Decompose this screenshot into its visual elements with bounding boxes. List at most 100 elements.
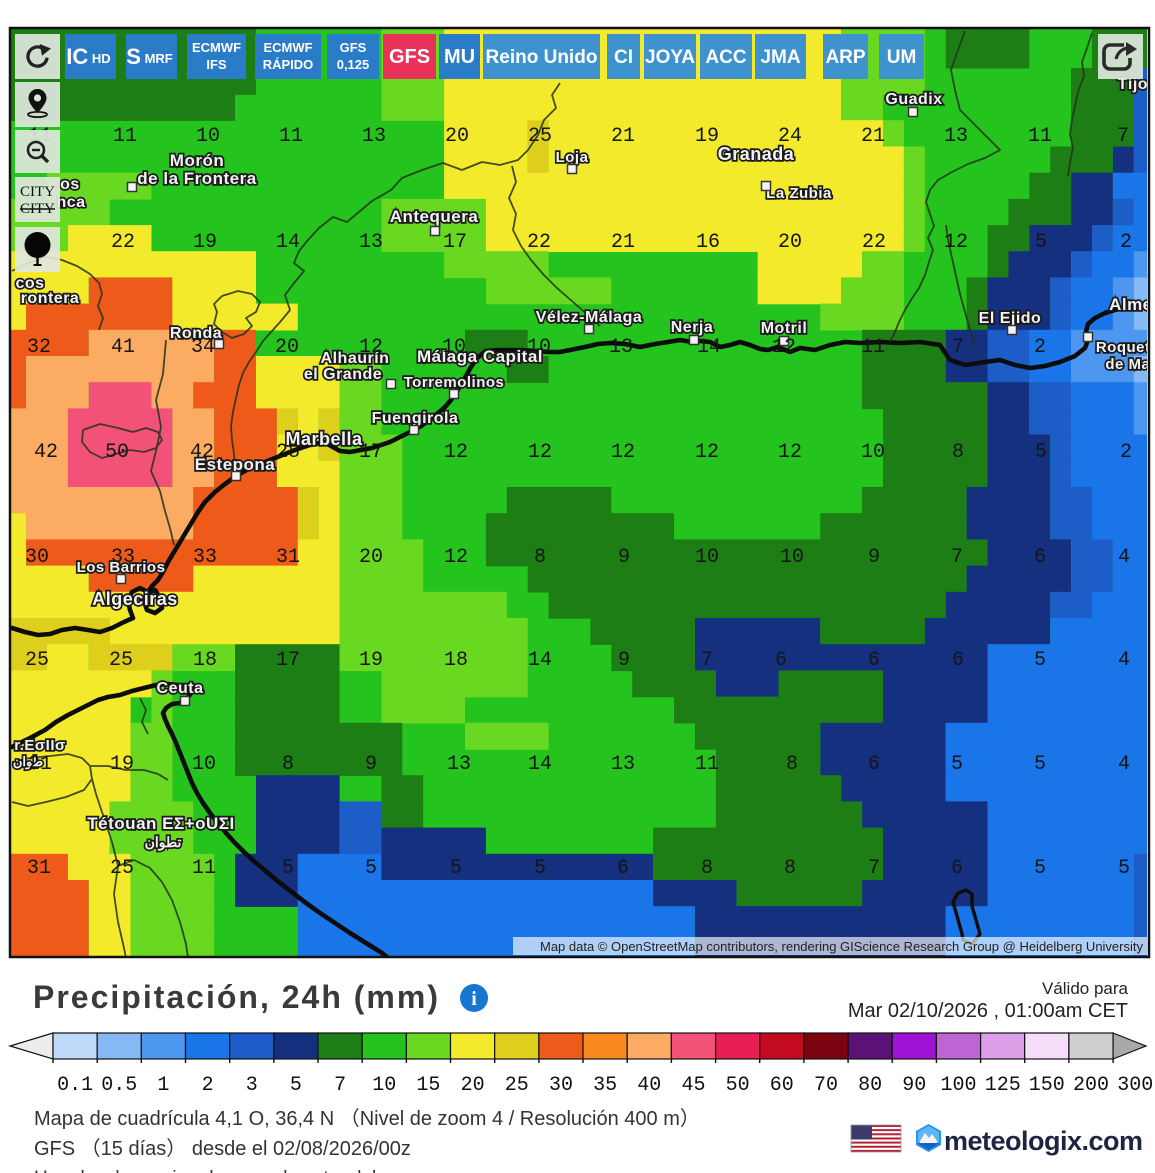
svg-text:JOYA: JOYA xyxy=(645,47,695,68)
svg-text:19: 19 xyxy=(193,231,217,254)
svg-text:33: 33 xyxy=(193,546,217,569)
svg-text:12: 12 xyxy=(944,231,968,254)
svg-text:5: 5 xyxy=(450,857,462,880)
svg-text:5: 5 xyxy=(290,1074,302,1097)
svg-text:ACC: ACC xyxy=(705,47,746,68)
svg-text:Granada: Granada xyxy=(718,144,795,164)
svg-text:33: 33 xyxy=(111,546,135,569)
svg-text:5: 5 xyxy=(1035,231,1047,254)
svg-text:7: 7 xyxy=(1117,125,1129,148)
svg-text:35: 35 xyxy=(593,1074,617,1097)
svg-text:25: 25 xyxy=(110,857,134,880)
svg-text:Guadix: Guadix xyxy=(885,91,942,108)
svg-text:6: 6 xyxy=(617,857,629,880)
svg-text:de Mar: de Mar xyxy=(1105,356,1155,373)
svg-text:3: 3 xyxy=(246,1074,258,1097)
svg-text:300: 300 xyxy=(1117,1074,1153,1097)
svg-text:4: 4 xyxy=(1118,649,1130,672)
svg-text:6: 6 xyxy=(951,857,963,880)
svg-text:28: 28 xyxy=(276,441,300,464)
svg-text:31: 31 xyxy=(27,857,51,880)
svg-text:14: 14 xyxy=(276,231,300,254)
svg-text:16: 16 xyxy=(696,231,720,254)
svg-text:CITY: CITY xyxy=(20,184,55,200)
svg-text:21: 21 xyxy=(611,231,635,254)
svg-text:6: 6 xyxy=(868,649,880,672)
svg-text:RÁPIDO: RÁPIDO xyxy=(263,57,314,72)
svg-text:CITY: CITY xyxy=(20,201,55,217)
svg-text:IC HD: IC HD xyxy=(66,44,110,69)
svg-text:22: 22 xyxy=(111,231,135,254)
svg-text:11: 11 xyxy=(279,125,303,148)
svg-text:Málaga Capital: Málaga Capital xyxy=(417,347,543,366)
svg-text:20: 20 xyxy=(445,125,469,148)
svg-text:60: 60 xyxy=(770,1074,794,1097)
svg-text:Vélez-Málaga: Vélez-Málaga xyxy=(536,309,642,326)
svg-text:13: 13 xyxy=(447,753,471,776)
svg-text:20: 20 xyxy=(461,1074,485,1097)
svg-text:13: 13 xyxy=(611,753,635,776)
svg-text:12: 12 xyxy=(528,441,552,464)
svg-text:18: 18 xyxy=(193,649,217,672)
svg-text:5: 5 xyxy=(951,753,963,776)
svg-text:100: 100 xyxy=(940,1074,976,1097)
svg-text:11: 11 xyxy=(113,125,137,148)
svg-text:8: 8 xyxy=(786,753,798,776)
svg-text:10: 10 xyxy=(192,753,216,776)
svg-text:7: 7 xyxy=(952,336,964,359)
svg-text:13: 13 xyxy=(944,125,968,148)
svg-text:0.1: 0.1 xyxy=(57,1074,93,1097)
svg-text:22: 22 xyxy=(862,231,886,254)
svg-text:11: 11 xyxy=(695,753,719,776)
svg-text:MU: MU xyxy=(444,46,475,68)
svg-text:10: 10 xyxy=(695,546,719,569)
svg-text:42: 42 xyxy=(34,441,58,464)
svg-text:5: 5 xyxy=(1035,441,1047,464)
svg-text:24: 24 xyxy=(778,125,802,148)
svg-text:10: 10 xyxy=(372,1074,396,1097)
svg-text:19: 19 xyxy=(695,125,719,148)
svg-text:GFS: GFS xyxy=(389,46,430,68)
svg-text:6: 6 xyxy=(775,649,787,672)
svg-text:12: 12 xyxy=(444,441,468,464)
svg-text:7: 7 xyxy=(334,1074,346,1097)
svg-text:17: 17 xyxy=(276,649,300,672)
svg-text:5: 5 xyxy=(365,857,377,880)
svg-text:7: 7 xyxy=(868,857,880,880)
svg-text:7: 7 xyxy=(951,546,963,569)
svg-text:تطوان: تطوان xyxy=(145,834,182,851)
svg-text:ECMWF: ECMWF xyxy=(263,40,312,55)
svg-text:JMA: JMA xyxy=(760,47,800,68)
svg-text:150: 150 xyxy=(1029,1074,1065,1097)
svg-text:Nerja: Nerja xyxy=(671,319,714,336)
svg-text:GFS: GFS xyxy=(340,40,367,55)
svg-text:Mapa de cuadrícula 4,1 O, 36,4: Mapa de cuadrícula 4,1 O, 36,4 N （Nivel … xyxy=(34,1107,700,1130)
svg-text:4: 4 xyxy=(1118,546,1130,569)
svg-text:Estepona: Estepona xyxy=(195,455,276,474)
svg-text:5: 5 xyxy=(1034,649,1046,672)
svg-text:200: 200 xyxy=(1073,1074,1109,1097)
svg-text:Roquetas: Roquetas xyxy=(1096,339,1155,356)
svg-text:21: 21 xyxy=(28,753,52,776)
svg-text:9: 9 xyxy=(618,546,630,569)
svg-text:42: 42 xyxy=(190,441,214,464)
svg-text:25: 25 xyxy=(109,649,133,672)
svg-text:12: 12 xyxy=(611,441,635,464)
svg-text:ECMWF: ECMWF xyxy=(192,40,241,55)
svg-text:14: 14 xyxy=(697,336,721,359)
svg-text:40: 40 xyxy=(637,1074,661,1097)
svg-text:45: 45 xyxy=(681,1074,705,1097)
svg-text:12: 12 xyxy=(359,336,383,359)
svg-text:8: 8 xyxy=(784,857,796,880)
svg-text:Almería: Almería xyxy=(1109,295,1155,314)
svg-text:22: 22 xyxy=(527,231,551,254)
svg-text:9: 9 xyxy=(868,546,880,569)
svg-text:14: 14 xyxy=(528,649,552,672)
svg-text:30: 30 xyxy=(549,1074,573,1097)
svg-text:2: 2 xyxy=(1120,441,1132,464)
svg-text:11: 11 xyxy=(1028,125,1052,148)
svg-text:80: 80 xyxy=(858,1074,882,1097)
svg-text:CI: CI xyxy=(614,47,633,68)
svg-text:20: 20 xyxy=(359,546,383,569)
svg-text:Válido para: Válido para xyxy=(1042,979,1129,998)
